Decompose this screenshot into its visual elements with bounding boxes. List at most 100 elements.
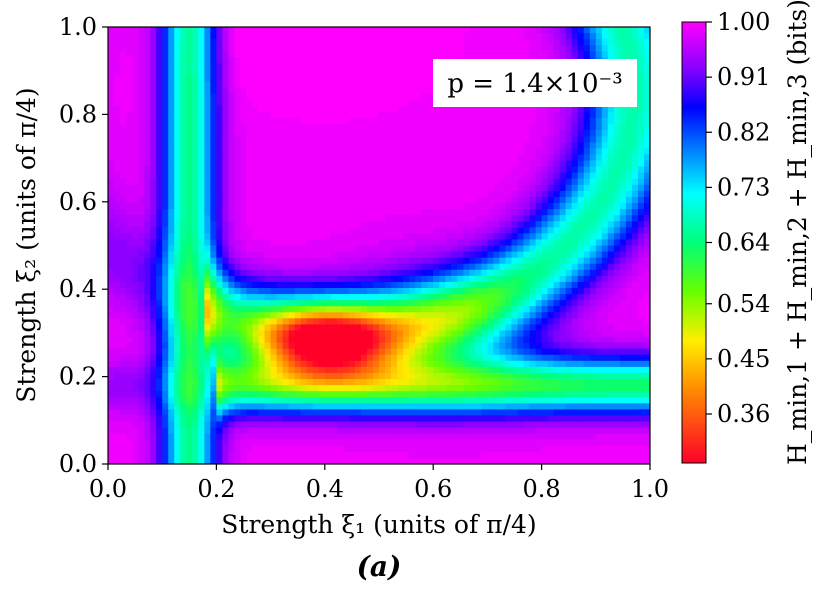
heatmap-cell xyxy=(138,275,145,283)
heatmap-cell xyxy=(318,172,326,180)
heatmap-cell xyxy=(138,233,145,241)
heatmap-cell xyxy=(336,93,344,101)
heatmap-cell xyxy=(409,263,416,271)
heatmap-cell xyxy=(162,342,169,350)
heatmap-cell xyxy=(192,190,199,198)
heatmap-cell xyxy=(288,87,296,95)
heatmap-cell xyxy=(234,330,242,338)
heatmap-cell xyxy=(312,81,320,89)
heatmap-cell xyxy=(234,385,242,392)
heatmap-cell xyxy=(505,385,513,392)
heatmap-cell xyxy=(240,281,248,289)
heatmap-cell xyxy=(120,245,127,253)
heatmap-cell xyxy=(246,403,254,410)
heatmap-cell xyxy=(306,372,314,380)
heatmap-cell xyxy=(451,221,458,228)
heatmap-cell xyxy=(463,360,470,368)
heatmap-cell xyxy=(192,178,199,186)
heatmap-cell xyxy=(487,275,495,283)
heatmap-cell xyxy=(276,457,284,464)
heatmap-cell xyxy=(282,330,290,338)
heatmap-cell xyxy=(144,33,151,40)
heatmap-cell xyxy=(391,318,398,325)
heatmap-cell xyxy=(397,421,404,429)
heatmap-cell xyxy=(457,209,464,216)
heatmap-cell xyxy=(433,124,440,131)
heatmap-cell xyxy=(469,118,476,125)
heatmap-cell xyxy=(439,306,446,313)
heatmap-cell xyxy=(108,324,115,332)
heatmap-cell xyxy=(360,227,368,234)
heatmap-cell xyxy=(186,415,193,423)
heatmap-cell xyxy=(439,409,446,417)
heatmap-cell xyxy=(511,342,519,350)
heatmap-cell xyxy=(487,415,495,423)
heatmap-cell xyxy=(493,27,501,34)
heatmap-cell xyxy=(451,433,458,441)
heatmap-cell xyxy=(138,427,145,435)
heatmap-cell xyxy=(210,263,217,271)
heatmap-cell xyxy=(499,269,507,277)
heatmap-cell xyxy=(397,203,404,210)
heatmap-cell xyxy=(505,403,513,410)
heatmap-cell xyxy=(457,203,464,210)
heatmap-cell xyxy=(469,385,476,392)
heatmap-cell xyxy=(138,196,145,204)
heatmap-cell xyxy=(156,196,163,204)
heatmap-cell xyxy=(421,318,428,325)
heatmap-cell xyxy=(174,63,181,71)
heatmap-cell xyxy=(469,439,476,447)
heatmap-cell xyxy=(342,178,350,186)
heatmap-cell xyxy=(469,221,476,228)
heatmap-cell xyxy=(324,221,332,228)
heatmap-cell xyxy=(210,196,217,204)
heatmap-cell xyxy=(288,330,296,338)
heatmap-cell xyxy=(150,360,157,368)
heatmap-cell xyxy=(324,263,332,271)
heatmap-cell xyxy=(276,160,284,168)
heatmap-cell xyxy=(192,105,199,113)
heatmap-cell xyxy=(282,136,290,143)
heatmap-cell xyxy=(499,409,507,417)
heatmap-cell xyxy=(409,160,416,168)
heatmap-cell xyxy=(228,57,236,65)
heatmap-cell xyxy=(439,196,446,204)
heatmap-cell xyxy=(312,330,320,338)
heatmap-cell xyxy=(487,318,495,325)
heatmap-cell xyxy=(330,215,338,222)
heatmap-cell xyxy=(300,148,308,156)
heatmap-cell xyxy=(366,281,374,289)
heatmap-cell xyxy=(439,142,446,149)
heatmap-cell xyxy=(270,281,278,289)
heatmap-cell xyxy=(336,263,344,271)
heatmap-cell xyxy=(252,233,260,241)
heatmap-cell xyxy=(493,366,501,374)
heatmap-cell xyxy=(499,33,507,40)
heatmap-cell xyxy=(517,105,525,113)
heatmap-cell xyxy=(475,172,482,180)
heatmap-cell xyxy=(324,105,332,113)
heatmap-cell xyxy=(427,421,434,429)
heatmap-cell xyxy=(457,184,464,192)
heatmap-cell xyxy=(252,166,260,174)
heatmap-cell xyxy=(457,421,464,429)
heatmap-cell xyxy=(427,433,434,441)
heatmap-cell xyxy=(240,166,248,174)
heatmap-cell xyxy=(288,227,296,234)
heatmap-cell xyxy=(240,239,248,247)
heatmap-cell xyxy=(312,445,320,453)
heatmap-cell xyxy=(156,45,163,52)
heatmap-cell xyxy=(264,457,272,464)
heatmap-cell xyxy=(457,306,464,313)
heatmap-cell xyxy=(439,172,446,180)
heatmap-cell xyxy=(385,433,392,441)
heatmap-cell xyxy=(144,287,151,295)
heatmap-cell xyxy=(228,354,236,362)
heatmap-cell xyxy=(451,130,458,137)
heatmap-cell xyxy=(234,379,242,386)
heatmap-cell xyxy=(397,354,404,362)
heatmap-cell xyxy=(397,63,404,71)
heatmap-cell xyxy=(186,105,193,113)
heatmap-cell xyxy=(246,287,254,295)
heatmap-cell xyxy=(457,263,464,271)
